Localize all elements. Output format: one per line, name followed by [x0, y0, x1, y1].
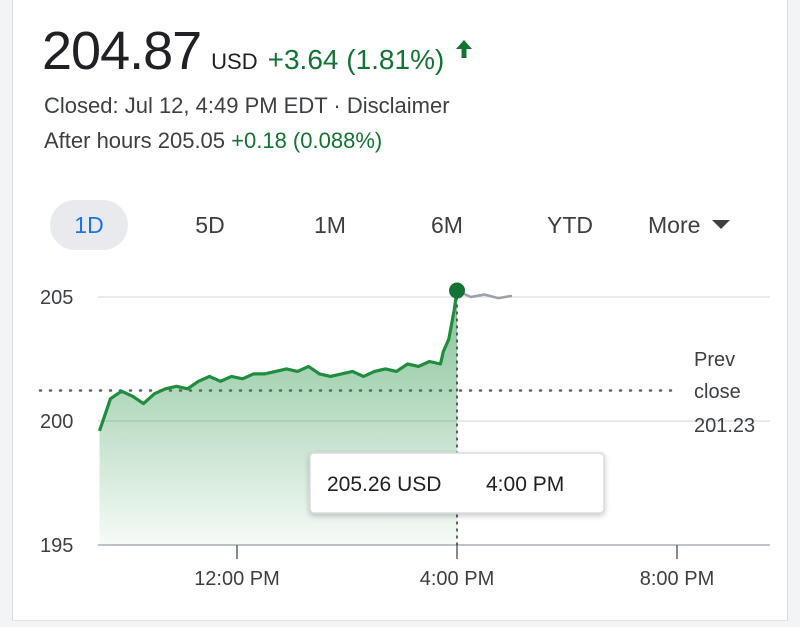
more-label: More	[648, 212, 701, 238]
currency-label: USD	[211, 49, 258, 74]
price-change: +3.64 (1.81%)	[267, 44, 445, 75]
time-range-tabs: 1D 5D 1M 6M YTD More	[50, 200, 770, 250]
arrow-up-icon	[454, 38, 474, 65]
y-tick-label: 195	[40, 535, 73, 557]
x-tick-label: 4:00 PM	[420, 568, 494, 590]
tooltip-time: 4:00 PM	[486, 473, 564, 496]
tab-ytd[interactable]: YTD	[547, 212, 593, 238]
separator: ·	[333, 93, 341, 118]
prev-close-label: Prev	[694, 349, 735, 371]
after-hours-info: After hours 205.05 +0.18 (0.088%)	[44, 128, 382, 154]
prev-close-label: close	[694, 381, 741, 403]
tab-5d[interactable]: 5D	[195, 212, 225, 238]
price-header: 204.87 USD +3.64 (1.81%)	[42, 20, 474, 82]
price-line-after-hours	[456, 289, 513, 300]
closed-time: Closed: Jul 12, 4:49 PM EDT	[44, 93, 328, 118]
disclaimer-link[interactable]: Disclaimer	[346, 93, 450, 118]
prev-close-value: 201.23	[694, 415, 755, 437]
after-hours-label: After hours	[44, 128, 152, 153]
price-tooltip: 205.26 USD 4:00 PM	[309, 452, 605, 514]
current-price: 204.87	[42, 21, 202, 81]
x-tick-label: 12:00 PM	[194, 568, 280, 590]
market-status: Closed: Jul 12, 4:49 PM EDT · Disclaimer	[44, 93, 450, 119]
tooltip-box	[309, 452, 605, 514]
y-tick-label: 200	[40, 411, 73, 433]
more-menu[interactable]: More	[648, 200, 758, 250]
tab-6m[interactable]: 6M	[431, 212, 463, 238]
tab-1m[interactable]: 1M	[314, 212, 346, 238]
tab-1d[interactable]: 1D	[50, 200, 128, 250]
hover-marker	[449, 282, 465, 299]
after-hours-price: 205.05	[157, 128, 226, 153]
x-tick-label: 8:00 PM	[640, 568, 714, 590]
y-tick-label: 205	[40, 287, 73, 309]
price-line-regular	[97, 290, 459, 432]
caret-down-icon	[712, 220, 731, 230]
tooltip-price: 205.26 USD	[327, 473, 441, 496]
after-hours-change: +0.18 (0.088%)	[231, 128, 383, 153]
